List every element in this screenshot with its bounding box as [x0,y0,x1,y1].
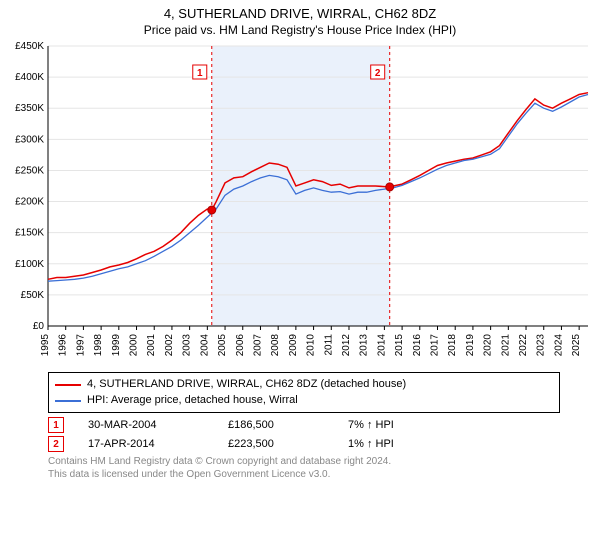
x-axis-tick-label: 2003 [182,334,193,357]
legend: 4, SUTHERLAND DRIVE, WIRRAL, CH62 8DZ (d… [48,372,560,413]
x-axis-tick-label: 2025 [571,334,582,357]
x-axis-tick-label: 1997 [75,334,86,357]
y-axis-tick-label: £200K [15,197,44,208]
x-axis-tick-label: 2022 [518,334,529,357]
y-axis-tick-label: £50K [21,290,45,301]
x-axis-tick-label: 2020 [483,334,494,357]
chart-title-block: 4, SUTHERLAND DRIVE, WIRRAL, CH62 8DZ Pr… [0,0,600,38]
x-axis-tick-label: 1995 [40,334,51,357]
x-axis-tick-label: 2012 [341,334,352,357]
transaction-marker-icon [208,206,216,214]
x-axis-tick-label: 2017 [430,334,441,357]
x-axis-tick-label: 2000 [129,334,140,357]
x-axis-tick-label: 2016 [412,334,423,357]
x-axis-tick-label: 2023 [536,334,547,357]
transaction-date: 17-APR-2014 [88,438,228,450]
x-axis-tick-label: 2013 [359,334,370,357]
transaction-row: 2 17-APR-2014£223,5001% ↑ HPI [48,436,560,452]
legend-swatch-icon [55,400,81,402]
transaction-badge: 1 [48,417,64,433]
legend-label: HPI: Average price, detached house, Wirr… [87,393,298,408]
legend-swatch-icon [55,384,81,386]
footer-line: Contains HM Land Registry data © Crown c… [48,456,560,469]
x-axis-tick-label: 2010 [306,334,317,357]
y-axis-tick-label: £350K [15,104,44,115]
chart-title: 4, SUTHERLAND DRIVE, WIRRAL, CH62 8DZ [0,6,600,23]
x-axis-tick-label: 2007 [252,334,263,357]
legend-row: 4, SUTHERLAND DRIVE, WIRRAL, CH62 8DZ (d… [55,377,553,392]
x-axis-tick-label: 2006 [235,334,246,357]
x-axis-tick-label: 2009 [288,334,299,357]
transactions-table: 1 30-MAR-2004£186,5007% ↑ HPI 2 17-APR-2014… [48,417,560,452]
chart-annotation-badge-label: 1 [197,68,203,79]
chart-subtitle: Price paid vs. HM Land Registry's House … [0,23,600,39]
transaction-hpi: 7% ↑ HPI [348,419,394,431]
x-axis-tick-label: 2008 [270,334,281,357]
line-chart: £0 £50K £100K £150K £200K £250K £300K £350K £400… [0,38,600,368]
x-axis-tick-label: 1999 [111,334,122,357]
x-axis-tick-label: 1996 [58,334,69,357]
x-axis-tick-label: 2021 [500,334,511,357]
x-axis-tick-label: 1998 [93,334,104,357]
transaction-badge: 2 [48,436,64,452]
y-axis-tick-label: £250K [15,166,44,177]
y-axis-tick-label: £450K [15,41,44,52]
transaction-date: 30-MAR-2004 [88,419,228,431]
y-axis-tick-label: £150K [15,228,44,239]
x-axis-tick-label: 2018 [447,334,458,357]
legend-row: HPI: Average price, detached house, Wirr… [55,393,553,408]
x-axis-tick-label: 2015 [394,334,405,357]
x-axis-tick-label: 2019 [465,334,476,357]
x-axis-tick-label: 2001 [146,334,157,357]
footer-attribution: Contains HM Land Registry data © Crown c… [48,456,560,481]
x-axis-tick-label: 2014 [376,334,387,357]
transaction-price: £223,500 [228,438,348,450]
y-axis-tick-label: £100K [15,259,44,270]
transaction-marker-icon [386,183,394,191]
y-axis-tick-label: £400K [15,73,44,84]
x-axis-tick-label: 2024 [553,334,564,357]
chart-annotation-badge-label: 2 [375,68,381,79]
x-axis-tick-label: 2011 [323,334,334,356]
transaction-price: £186,500 [228,419,348,431]
y-axis-tick-label: £300K [15,135,44,146]
transaction-hpi: 1% ↑ HPI [348,438,394,450]
x-axis-tick-label: 2002 [164,334,175,357]
y-axis-tick-label: £0 [33,321,45,332]
x-axis-tick-label: 2005 [217,334,228,357]
transaction-row: 1 30-MAR-2004£186,5007% ↑ HPI [48,417,560,433]
footer-line: This data is licensed under the Open Gov… [48,469,560,482]
legend-label: 4, SUTHERLAND DRIVE, WIRRAL, CH62 8DZ (d… [87,377,406,392]
x-axis-tick-label: 2004 [199,334,210,357]
